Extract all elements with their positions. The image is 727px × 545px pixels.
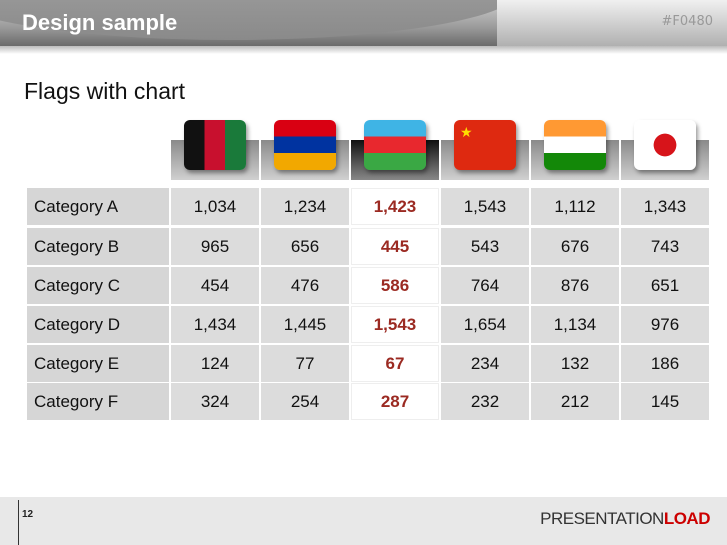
slide-code: #F0480 xyxy=(661,14,713,29)
table-cell: 1,112 xyxy=(531,188,619,225)
afghanistan-flag-icon xyxy=(184,120,246,170)
table-cell: 1,034 xyxy=(171,188,259,225)
table-cell: 132 xyxy=(531,345,619,382)
header-bar xyxy=(0,0,727,46)
table-cell: 124 xyxy=(171,345,259,382)
table-cell: 656 xyxy=(261,228,349,265)
table-cell: 287 xyxy=(351,383,439,420)
table-cell: 743 xyxy=(621,228,709,265)
row-label: Category E xyxy=(27,345,169,382)
row-label: Category F xyxy=(27,383,169,420)
table-cell: 1,234 xyxy=(261,188,349,225)
table-cell: 212 xyxy=(531,383,619,420)
table-cell: 77 xyxy=(261,345,349,382)
table-cell: 543 xyxy=(441,228,529,265)
page-number: 12 xyxy=(22,509,34,520)
table-cell: 445 xyxy=(351,228,439,265)
table-cell: 1,543 xyxy=(351,306,439,343)
armenia-flag-icon xyxy=(274,120,336,170)
table-cell: 1,543 xyxy=(441,188,529,225)
table-cell: 1,343 xyxy=(621,188,709,225)
japan-flag-icon xyxy=(634,120,696,170)
row-label: Category A xyxy=(27,188,169,225)
table-cell: 764 xyxy=(441,267,529,304)
table-cell: 454 xyxy=(171,267,259,304)
table-cell: 1,654 xyxy=(441,306,529,343)
table-cell: 186 xyxy=(621,345,709,382)
table-cell: 876 xyxy=(531,267,619,304)
azerbaijan-flag-icon xyxy=(364,120,426,170)
table-cell: 586 xyxy=(351,267,439,304)
table-cell: 234 xyxy=(441,345,529,382)
table-cell: 1,434 xyxy=(171,306,259,343)
china-flag-icon: ★ xyxy=(454,120,516,170)
table-cell: 232 xyxy=(441,383,529,420)
row-label: Category B xyxy=(27,228,169,265)
slide-subtitle: Flags with chart xyxy=(24,78,186,104)
page-title: Design sample xyxy=(22,10,178,35)
table-cell: 254 xyxy=(261,383,349,420)
table-cell: 476 xyxy=(261,267,349,304)
row-label: Category D xyxy=(27,306,169,343)
table-cell: 324 xyxy=(171,383,259,420)
table-cell: 145 xyxy=(621,383,709,420)
presentationload-logo: PRESENTATIONLOAD xyxy=(540,509,710,528)
footer xyxy=(0,497,727,545)
table-cell: 676 xyxy=(531,228,619,265)
table-cell: 1,445 xyxy=(261,306,349,343)
table-cell: 1,423 xyxy=(351,188,439,225)
table-cell: 67 xyxy=(351,345,439,382)
table-cell: 1,134 xyxy=(531,306,619,343)
india-flag-icon xyxy=(544,120,606,170)
table-cell: 965 xyxy=(171,228,259,265)
table-cell: 651 xyxy=(621,267,709,304)
row-label: Category C xyxy=(27,267,169,304)
table-cell: 976 xyxy=(621,306,709,343)
